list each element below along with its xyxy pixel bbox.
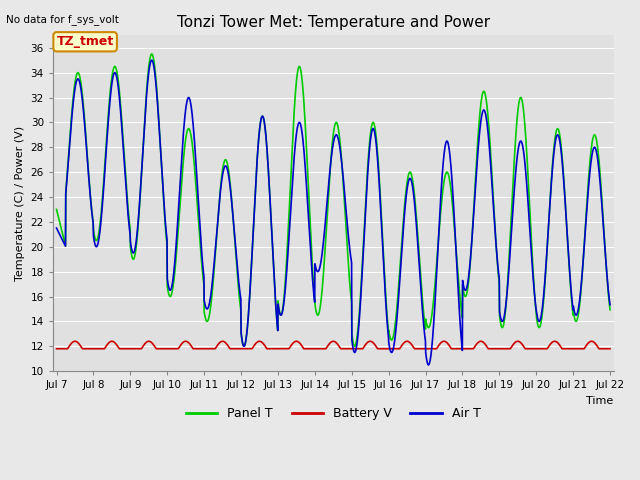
Battery V [207, 346, 215, 352]
Panel T [207, 300, 215, 306]
Line: Air T: Air T [56, 60, 610, 365]
Battery V [494, 346, 502, 352]
Line: Battery V: Battery V [56, 341, 610, 349]
Panel T [52, 206, 60, 212]
Text: No data for f_sys_volt: No data for f_sys_volt [6, 14, 119, 25]
Title: Tonzi Tower Met: Temperature and Power: Tonzi Tower Met: Temperature and Power [177, 15, 490, 30]
Battery V [362, 342, 369, 348]
Panel T [148, 51, 156, 57]
Air T [349, 347, 357, 353]
Air T [573, 312, 580, 317]
X-axis label: Time: Time [586, 396, 614, 406]
Air T [362, 208, 369, 214]
Panel T [362, 198, 369, 204]
Line: Panel T: Panel T [56, 54, 610, 346]
Air T [207, 290, 215, 296]
Air T [425, 362, 433, 368]
Battery V [573, 346, 580, 352]
Panel T [495, 273, 502, 279]
Panel T [606, 307, 614, 312]
Y-axis label: Temperature (C) / Power (V): Temperature (C) / Power (V) [15, 126, 25, 281]
Air T [495, 269, 502, 275]
Battery V [557, 345, 565, 350]
Battery V [606, 346, 614, 352]
Battery V [71, 338, 79, 344]
Battery V [349, 346, 357, 352]
Legend: Panel T, Battery V, Air T: Panel T, Battery V, Air T [181, 402, 486, 425]
Text: TZ_tmet: TZ_tmet [56, 36, 114, 48]
Air T [148, 57, 156, 63]
Panel T [573, 317, 580, 323]
Battery V [52, 346, 60, 352]
Panel T [351, 343, 358, 349]
Panel T [349, 341, 357, 347]
Air T [52, 225, 60, 231]
Panel T [557, 147, 565, 153]
Air T [606, 302, 614, 308]
Air T [557, 152, 565, 158]
